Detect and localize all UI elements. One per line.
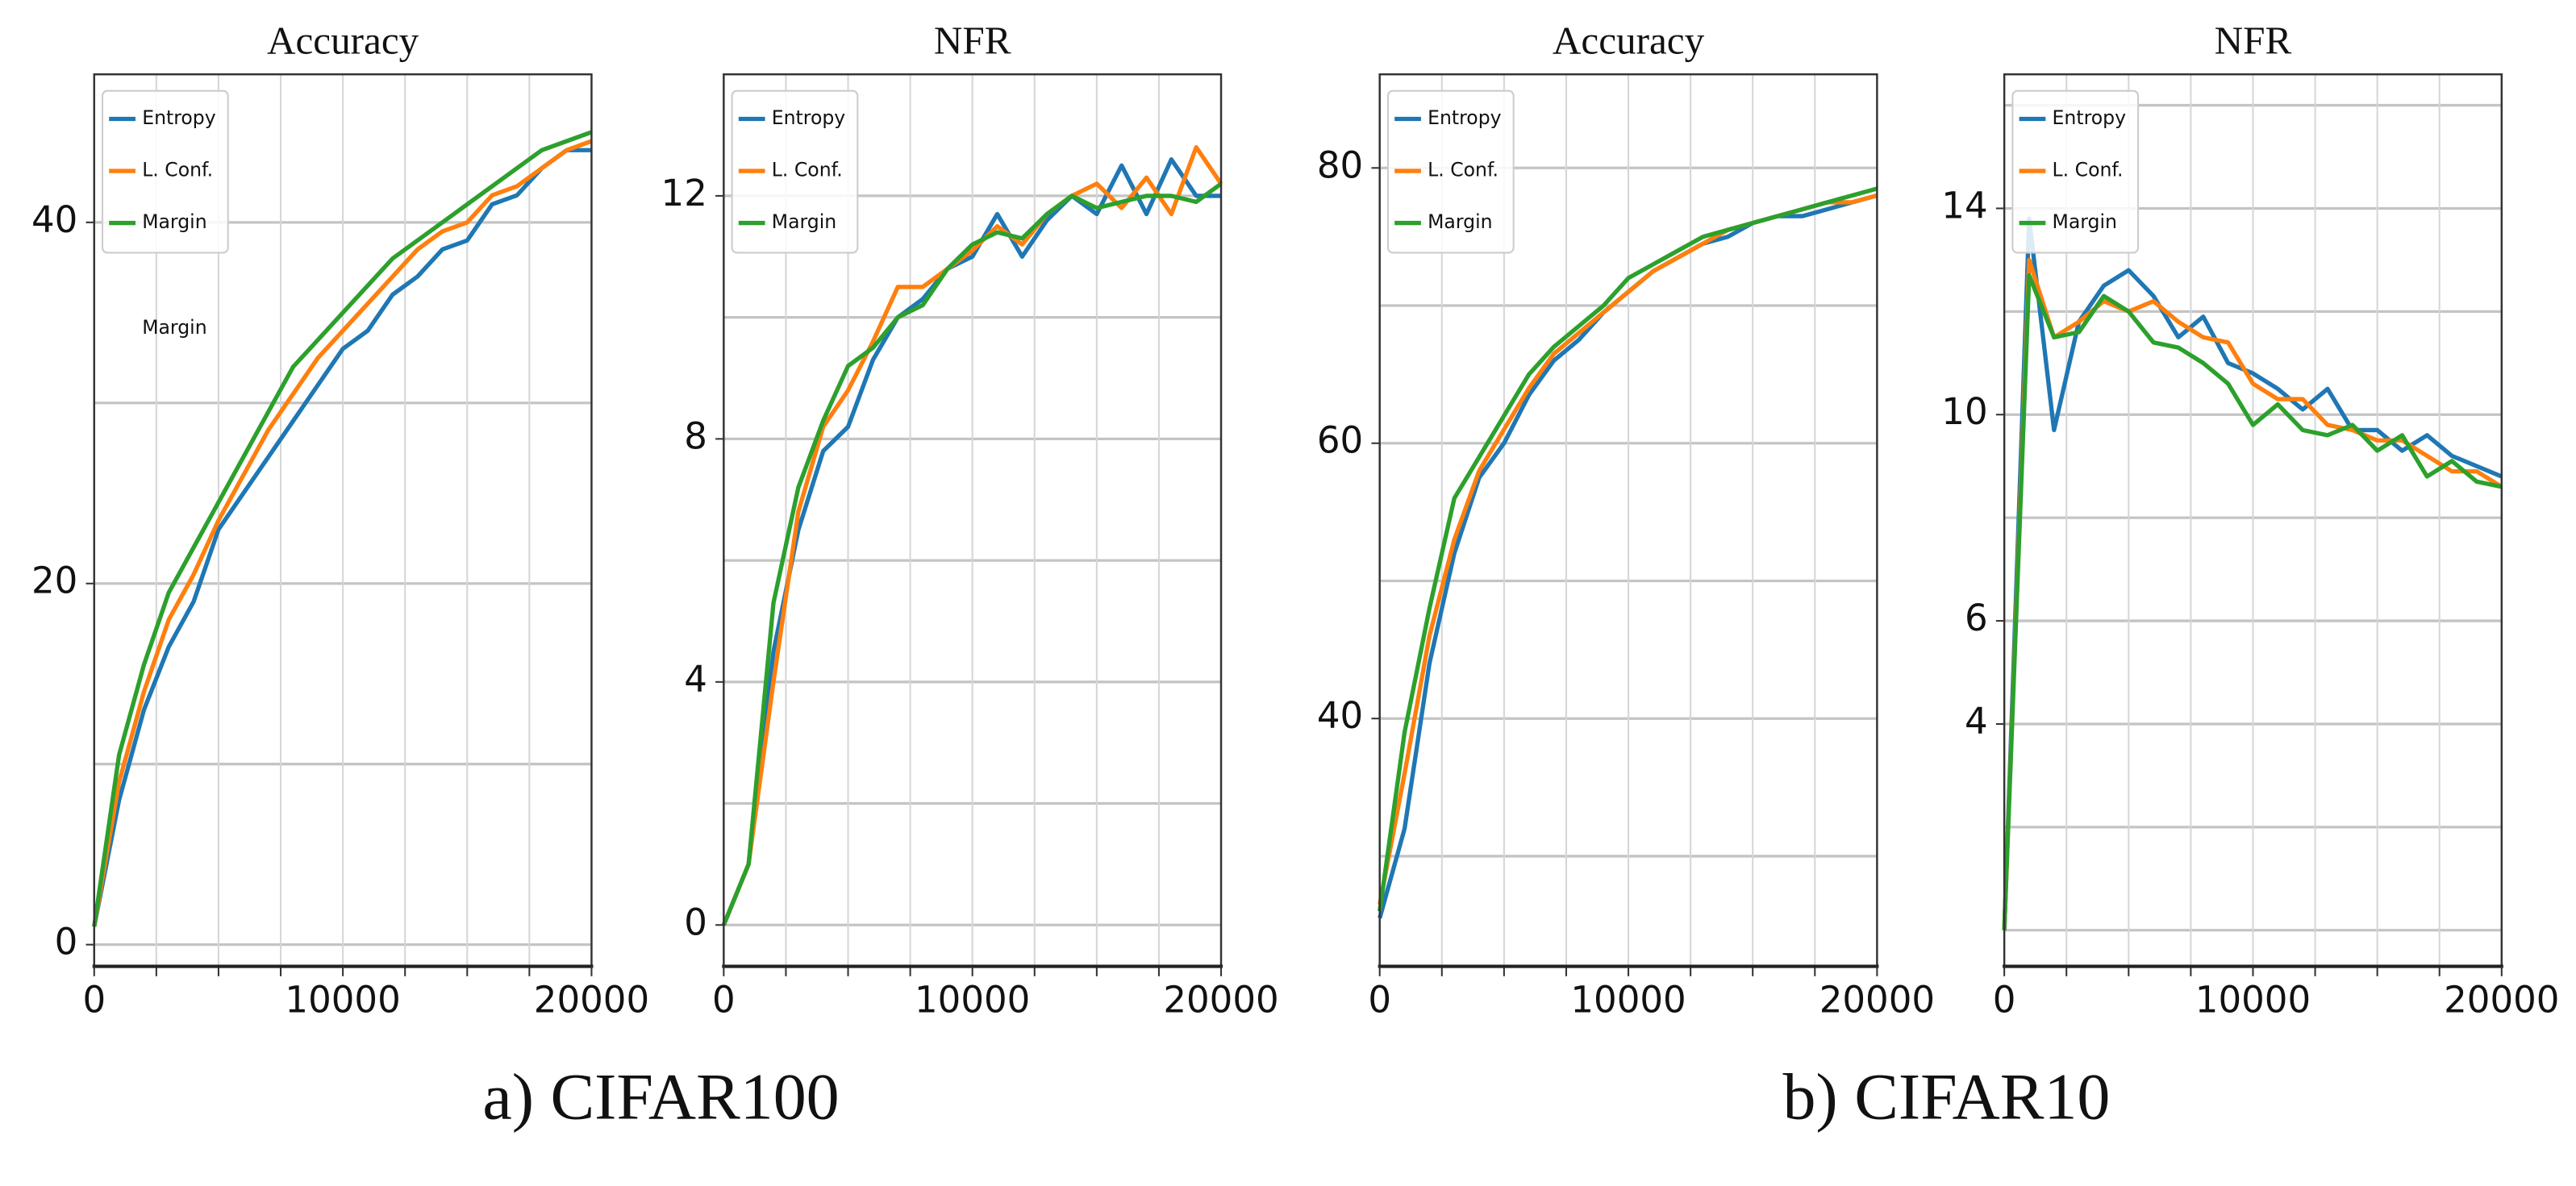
subplot: 0 20 40 0 10000 20000 Accuracy Entropy L. Conf. M… — [31, 19, 649, 1022]
y-tick-label: 20 — [31, 560, 77, 602]
annotation: Margin — [142, 316, 206, 339]
series-line — [721, 144, 1223, 926]
series-line — [2002, 216, 2503, 930]
y-tick-label: 0 — [55, 921, 78, 963]
y-tick-label: 8 — [684, 414, 707, 457]
x-tick-label: 0 — [1368, 979, 1391, 1022]
subplot: 40 60 80 0 10000 20000 Accuracy Entropy L. Conf.… — [1317, 19, 1935, 1022]
legend-box — [102, 89, 229, 254]
series-line — [2002, 273, 2503, 930]
x-tick-label: 0 — [82, 979, 106, 1022]
legend-box — [731, 89, 859, 254]
x-tick-label: 20000 — [1163, 979, 1278, 1022]
subplot-title: NFR — [934, 19, 1011, 63]
x-tick-label: 20000 — [1819, 979, 1935, 1022]
legend-box — [1386, 89, 1515, 254]
legend-label: L. Conf. — [2053, 159, 2124, 181]
series-line — [92, 139, 593, 927]
x-tick-label: 0 — [1993, 979, 2016, 1022]
caption: a) CIFAR100 — [482, 1059, 839, 1133]
series-line — [2002, 257, 2503, 930]
legend-label: Entropy — [1428, 106, 1502, 129]
y-tick-label: 6 — [1965, 597, 1988, 639]
x-tick-label: 10000 — [1570, 979, 1686, 1022]
y-tick-label: 14 — [1941, 184, 1987, 227]
x-tick-label: 20000 — [2444, 979, 2559, 1022]
x-tick-label: 10000 — [915, 979, 1030, 1022]
legend-label: Entropy — [2053, 106, 2127, 129]
x-tick-label: 20000 — [534, 979, 649, 1022]
x-tick-label: 10000 — [285, 979, 400, 1022]
subplot-title: NFR — [2215, 19, 2292, 63]
y-tick-label: 12 — [661, 172, 707, 214]
series-line — [1378, 186, 1878, 912]
subplot: 4 6 10 14 0 10000 20000 NFR Entropy L. Conf. Margi… — [1941, 19, 2559, 1022]
x-tick-label: 10000 — [2195, 979, 2311, 1022]
y-tick-label: 0 — [684, 901, 707, 943]
y-tick-label: 40 — [31, 198, 77, 241]
y-tick-label: 4 — [684, 658, 707, 701]
legend-label: Margin — [772, 210, 836, 233]
legend-label: Margin — [1428, 210, 1492, 233]
caption: b) CIFAR10 — [1782, 1059, 2110, 1133]
y-tick-label: 4 — [1965, 700, 1988, 743]
subplot-title: Accuracy — [1553, 19, 1705, 63]
y-tick-label: 80 — [1317, 144, 1363, 186]
legend-label: L. Conf. — [1428, 159, 1498, 181]
subplot: 0 4 8 12 0 10000 20000 NFR Entropy L. Conf. Margin — [661, 19, 1279, 1022]
x-tick-label: 0 — [712, 979, 736, 1022]
legend-label: Margin — [142, 210, 206, 233]
legend-label: Margin — [2053, 210, 2117, 233]
y-tick-label: 60 — [1317, 419, 1363, 462]
series-line — [92, 148, 592, 927]
y-tick-label: 10 — [1941, 390, 1987, 433]
subplot-title: Accuracy — [267, 19, 419, 63]
legend-box — [2011, 89, 2140, 254]
series-line — [721, 181, 1223, 926]
legend-label: Entropy — [772, 106, 846, 129]
legend-label: L. Conf. — [142, 159, 213, 181]
y-tick-label: 40 — [1317, 694, 1363, 737]
series-line — [92, 130, 593, 927]
legend-label: L. Conf. — [772, 159, 843, 181]
legend-label: Entropy — [142, 106, 216, 129]
